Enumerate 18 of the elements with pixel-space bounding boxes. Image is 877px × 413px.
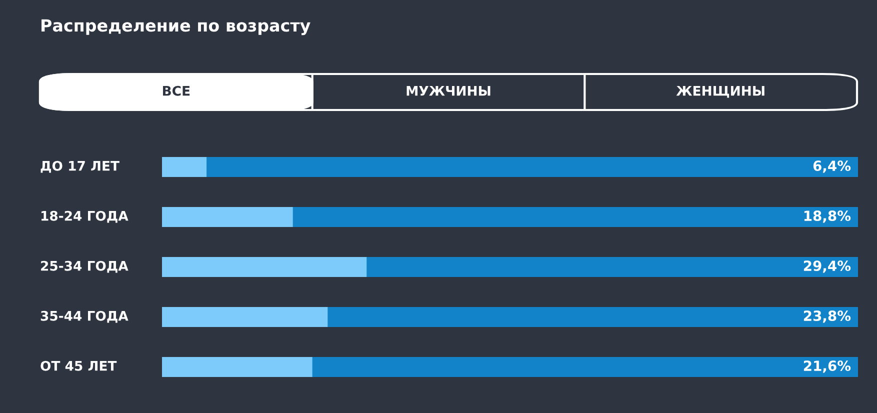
y-tick-label: ОТ 45 ЛЕТ: [40, 360, 117, 371]
data-label: 29,4%: [804, 260, 851, 273]
text: ЖЕНЩИНЫ: [676, 86, 764, 98]
y-tick-label: 25-34 ГОДА: [41, 260, 128, 273]
data-label: 18,8%: [804, 210, 851, 223]
bar: [162, 157, 207, 177]
chart-title: Распределение по возрасту: [42, 19, 310, 36]
bar: [162, 207, 293, 227]
bar: [162, 307, 328, 327]
data-label: 23,8%: [804, 310, 851, 323]
y-tick-label: 18-24 ГОДА: [41, 210, 128, 223]
bar: [162, 357, 312, 377]
data-label: 6,4%: [813, 160, 851, 173]
text: ВСЕ: [163, 86, 190, 96]
data-label: 21,6%: [804, 360, 851, 373]
y-tick-label: ДО 17 ЛЕТ: [40, 160, 120, 173]
text: МУЖЧИНЫ: [406, 86, 490, 96]
y-tick-label: 35-44 ГОДА: [40, 310, 128, 323]
